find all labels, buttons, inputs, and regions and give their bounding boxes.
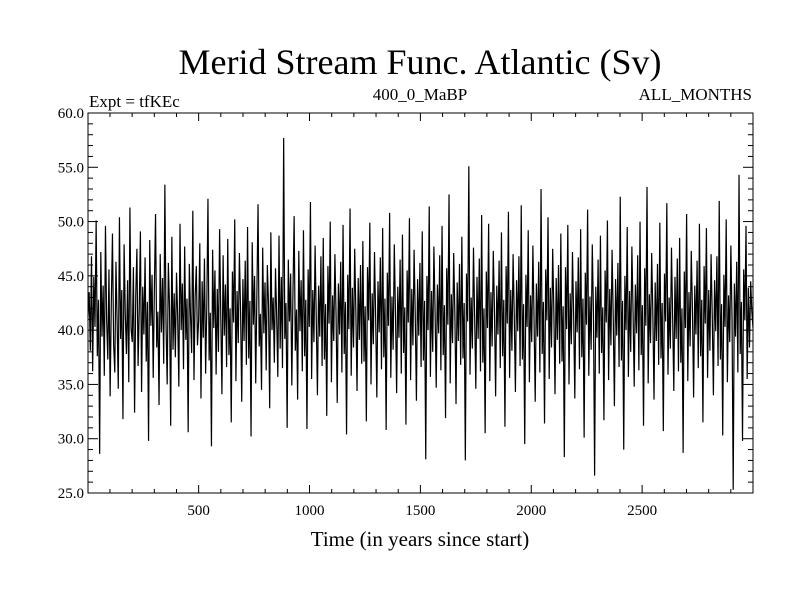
y-tick-label: 35.0 (58, 377, 84, 393)
x-tick-label: 500 (187, 503, 210, 519)
x-tick-label: 1500 (405, 503, 435, 519)
plot-frame (87, 112, 754, 494)
x-axis-label: Time (in years since start) (311, 527, 530, 551)
x-tick-label: 1000 (295, 503, 325, 519)
time-series-line (87, 137, 754, 490)
y-tick-label: 45.0 (58, 269, 84, 285)
y-tick-label: 40.0 (58, 323, 84, 339)
y-tick-label: 55.0 (58, 160, 84, 176)
axes-layer: 500 1000 1500 2000 2500 25.0 30.0 35.0 40.0 45.0 5… (58, 106, 753, 519)
y-tick-label: 25.0 (58, 486, 84, 502)
x-tick-label: 2500 (627, 503, 657, 519)
chart-title: Merid Stream Func. Atlantic (Sv) (179, 42, 662, 82)
y-tick-label: 50.0 (58, 215, 84, 231)
series-layer (87, 137, 754, 490)
y-tick-label: 60.0 (58, 106, 84, 122)
period-label: 400_0_MaBP (373, 85, 467, 104)
y-tick-label: 30.0 (58, 432, 84, 448)
experiment-label: Expt = tfKEc (89, 92, 180, 111)
months-label: ALL_MONTHS (639, 85, 752, 104)
x-tick-label: 2000 (516, 503, 546, 519)
